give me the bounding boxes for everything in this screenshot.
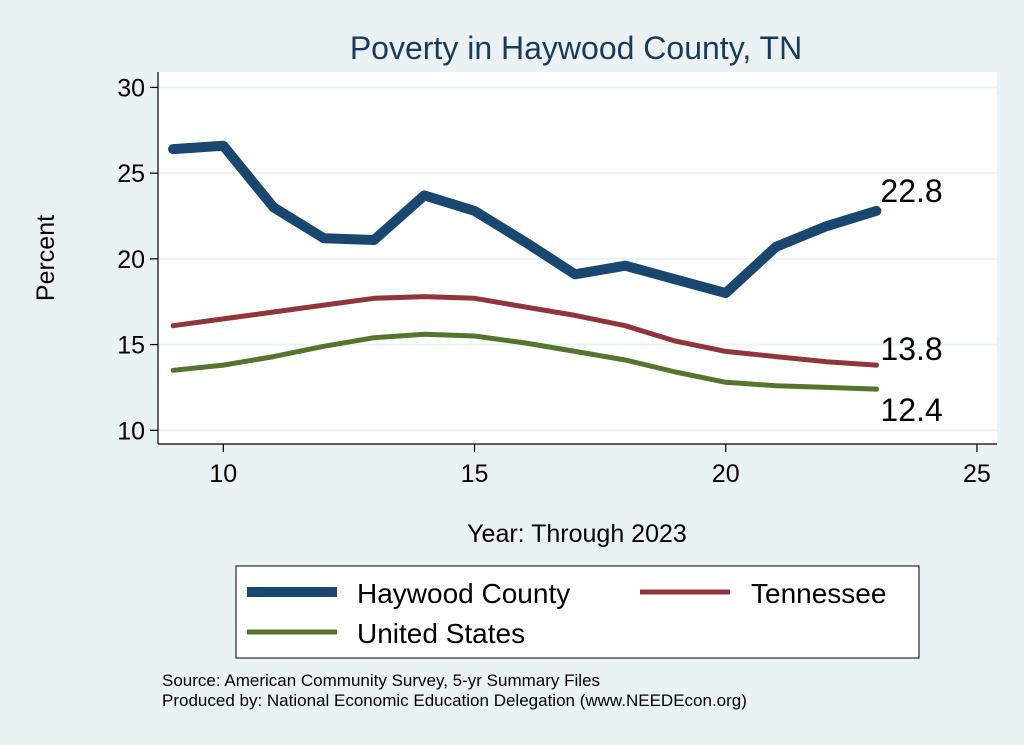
x-tick-label: 10 <box>209 460 237 488</box>
end-label-tennessee: 13.8 <box>880 331 942 367</box>
y-tick-label: 30 <box>117 74 145 102</box>
x-tick-label: 20 <box>712 460 740 488</box>
y-tick-label: 20 <box>117 246 145 274</box>
end-label-haywood-county: 22.8 <box>880 173 942 209</box>
gridlines <box>158 86 997 432</box>
y-axis-label: Percent <box>32 215 60 301</box>
end-label-united-states: 12.4 <box>880 392 942 428</box>
y-axis: 10 15 20 25 30 <box>117 72 159 445</box>
legend-label-haywood: Haywood County <box>357 578 570 609</box>
produced-by-note: Produced by: National Economic Education… <box>162 691 747 710</box>
x-tick-label: 25 <box>963 460 991 488</box>
y-tick-label: 25 <box>117 160 145 188</box>
y-tick-label: 15 <box>117 332 145 360</box>
end-marker <box>873 386 879 392</box>
legend-box <box>235 565 920 659</box>
series-line-haywood-county <box>168 140 882 299</box>
y-tick-label: 10 <box>117 417 145 445</box>
end-labels: 22.8 13.8 12.4 <box>880 173 942 428</box>
series-line-tennessee <box>170 294 879 368</box>
x-axis: 10 15 20 25 <box>158 443 997 488</box>
source-note: Source: American Community Survey, 5-yr … <box>162 671 601 690</box>
series-line-united-states <box>170 331 879 392</box>
chart-notes: Source: American Community Survey, 5-yr … <box>162 671 747 711</box>
legend: Haywood County Tennessee United States <box>235 565 920 659</box>
x-tick-label: 15 <box>461 460 489 488</box>
end-marker <box>873 208 879 214</box>
legend-label-tennessee: Tennessee <box>751 578 886 609</box>
legend-label-united-states: United States <box>357 618 525 649</box>
end-marker <box>873 362 879 368</box>
chart-title: Poverty in Haywood County, TN <box>350 30 802 66</box>
x-axis-label: Year: Through 2023 <box>467 520 687 548</box>
series-layer <box>168 140 882 392</box>
